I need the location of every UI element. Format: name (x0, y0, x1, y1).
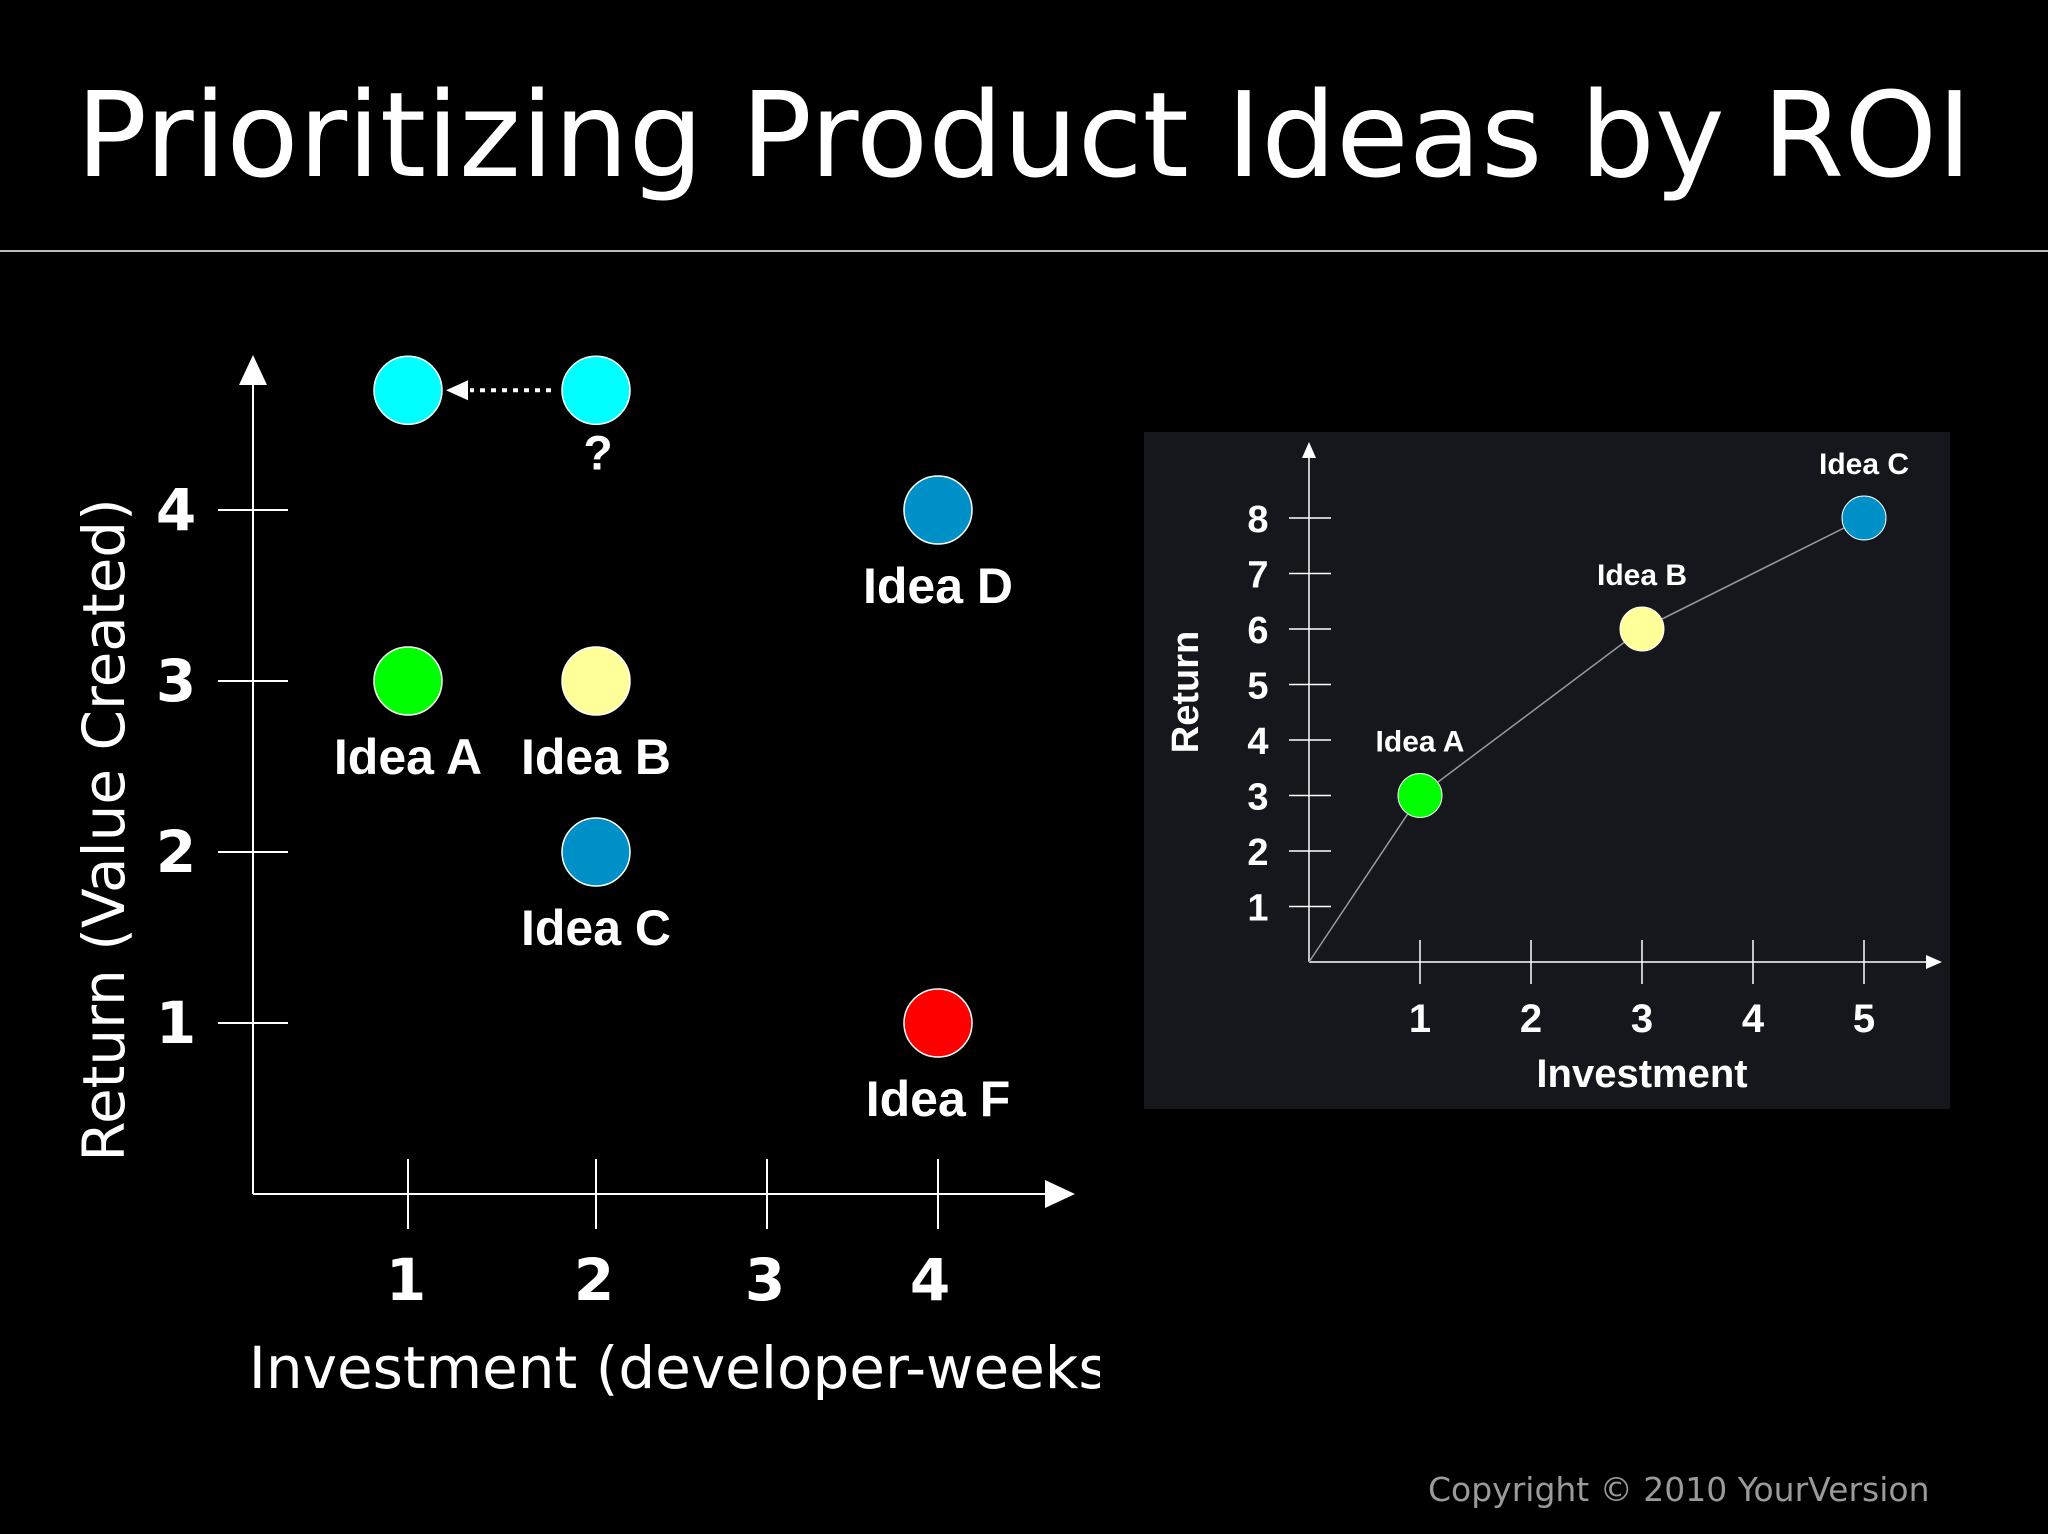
inset-y-tick-label: 5 (1247, 666, 1268, 708)
inset-y-tick-label: 7 (1247, 555, 1268, 597)
inset-x-axis-arrowhead (1926, 955, 1942, 969)
inset-x-tick-label: 1 (1409, 997, 1431, 1041)
inset-y-tick-label: 3 (1247, 777, 1268, 819)
main-point-label: Idea B (521, 729, 671, 785)
main-y-axis-arrowhead (239, 355, 267, 385)
main-y-tick-label: 3 (156, 647, 196, 715)
title-divider (0, 250, 2048, 252)
inset-x-tick-label: 2 (1520, 997, 1542, 1041)
main-x-tick-label: 3 (745, 1246, 785, 1314)
inset-roi-chart: Return Investment 1 2 3 4 5 1 2 3 4 5 6 7 8 Idea A Ide… (1144, 432, 1950, 1109)
main-data-point (373, 646, 443, 716)
inset-data-point (1397, 773, 1443, 818)
main-point-label: Idea F (866, 1071, 1010, 1127)
inset-point-label: Idea A (1376, 726, 1465, 759)
inset-x-tick-label: 4 (1742, 997, 1765, 1041)
main-y-axis-label: Return (Value Created) (70, 498, 138, 1161)
main-x-tick-label: 4 (910, 1246, 950, 1314)
inset-y-tick-label: 4 (1247, 721, 1268, 763)
inset-point-label: Idea B (1597, 559, 1687, 592)
slide-title: Prioritizing Product Ideas by ROI (76, 66, 1972, 204)
main-data-point (561, 355, 631, 426)
main-data-point (903, 475, 973, 545)
inset-y-tick-label: 2 (1247, 832, 1268, 874)
inset-data-point (1619, 606, 1665, 652)
main-y-tick-label: 1 (156, 989, 196, 1057)
main-data-point (373, 355, 443, 426)
main-y-tick-label: 4 (156, 476, 196, 544)
main-x-axis-label: Investment (developer-weeks) (249, 1334, 1100, 1402)
inset-data-point (1841, 495, 1887, 541)
inset-y-tick-label: 8 (1247, 499, 1268, 541)
inset-y-tick-label: 1 (1247, 888, 1268, 930)
inset-y-tick-label: 6 (1247, 610, 1268, 652)
move-arrow-head (446, 380, 468, 401)
main-data-point (561, 817, 631, 887)
main-point-label: Idea D (863, 558, 1013, 614)
inset-y-axis-arrowhead (1302, 442, 1316, 458)
inset-x-tick-label: 3 (1631, 997, 1653, 1041)
main-point-label: Idea A (334, 729, 482, 785)
inset-x-tick-label: 5 (1853, 997, 1875, 1041)
main-point-label: ? (583, 427, 612, 480)
main-data-point (561, 646, 631, 716)
copyright-notice: Copyright © 2010 YourVersion (1428, 1470, 1930, 1509)
main-point-label: Idea C (521, 900, 671, 956)
inset-y-axis-label: Return (1165, 631, 1207, 753)
inset-x-axis-label: Investment (1536, 1052, 1747, 1096)
main-data-point (903, 988, 973, 1058)
main-x-axis-arrowhead (1045, 1180, 1075, 1208)
main-y-tick-label: 2 (156, 818, 196, 886)
main-roi-chart: Return (Value Created) Investment (devel… (70, 355, 1100, 1402)
inset-point-label: Idea C (1819, 448, 1909, 481)
inset-roi-line (1308, 517, 1865, 963)
main-x-tick-label: 2 (574, 1246, 614, 1314)
main-x-tick-label: 1 (386, 1246, 426, 1314)
